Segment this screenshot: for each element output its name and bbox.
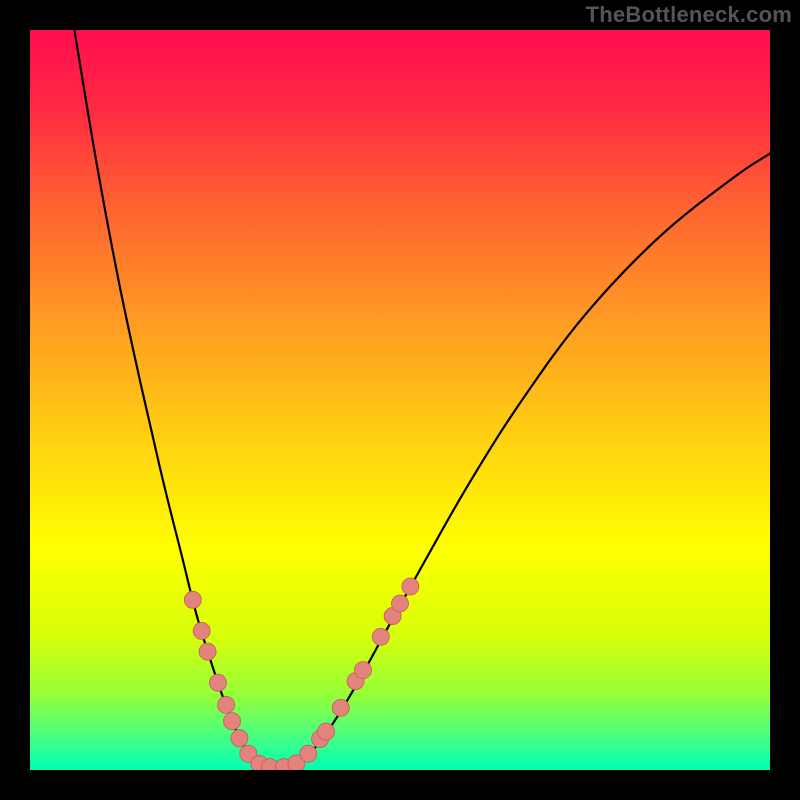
data-marker — [355, 662, 372, 679]
chart-stage: TheBottleneck.com — [0, 0, 800, 800]
plot-svg — [30, 30, 770, 770]
data-marker — [300, 745, 317, 762]
data-marker — [209, 674, 226, 691]
plot-area — [30, 30, 770, 770]
data-marker — [318, 723, 335, 740]
watermark-text: TheBottleneck.com — [586, 2, 792, 28]
data-marker — [199, 643, 216, 660]
data-marker — [224, 713, 241, 730]
data-marker — [392, 595, 409, 612]
data-marker — [372, 628, 389, 645]
data-marker — [193, 622, 210, 639]
data-marker — [332, 699, 349, 716]
data-marker — [402, 578, 419, 595]
data-marker — [218, 696, 235, 713]
data-marker — [231, 730, 248, 747]
data-marker — [184, 591, 201, 608]
gradient-background — [30, 30, 770, 770]
